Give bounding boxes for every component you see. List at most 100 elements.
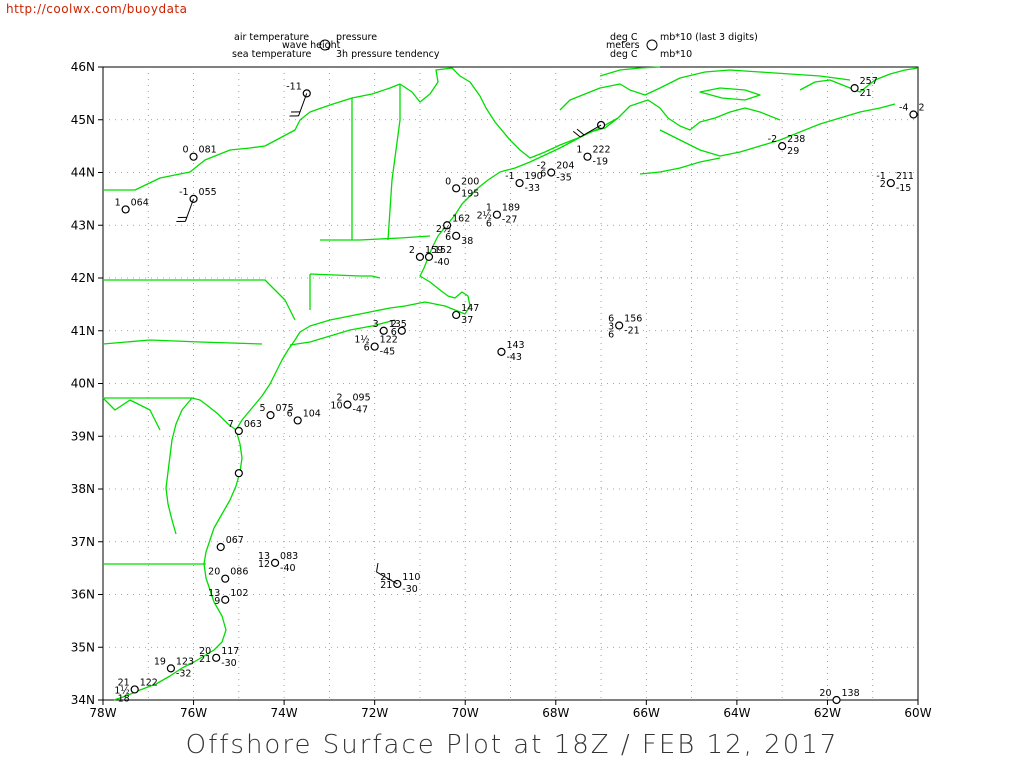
station-pressure: 211 <box>896 171 914 182</box>
y-tick-label: 40N <box>71 377 95 391</box>
station-air-temp: 20 <box>208 567 220 578</box>
key-air-temperature: air temperature <box>234 32 309 43</box>
wind-barb-flag <box>576 128 585 136</box>
station-pressure: 257 <box>860 76 878 87</box>
station-pressure: 222 <box>592 145 610 156</box>
y-tick-label: 35N <box>71 640 95 654</box>
y-axis: 34N 35N 36N 37N 38N 39N 40N 41N 42N 43N 44N 45N 46N <box>71 60 103 707</box>
y-tick-label: 39N <box>71 429 95 443</box>
key-pressure: pressure <box>336 32 377 43</box>
station-tendency: -30 <box>221 658 237 669</box>
border-ct-ri <box>309 273 381 279</box>
coast-delaware-bay <box>191 397 237 431</box>
y-tick-label: 38N <box>71 482 95 496</box>
border-nh-me <box>387 84 401 241</box>
x-tick-label: 66W <box>633 706 660 720</box>
station-marker: 1½6 122-45 <box>354 335 397 358</box>
source-url: http://coolwx.com/buoydata <box>6 2 188 16</box>
station-circle <box>778 142 787 151</box>
station-marker: 20 086 <box>208 567 248 583</box>
station-tendency: -21 <box>624 325 640 336</box>
station-air-temp: 19 <box>154 656 166 667</box>
station-circle <box>130 685 139 694</box>
station-air-temp: 2½ <box>436 224 451 235</box>
station-circle <box>452 184 461 193</box>
coast-new-england <box>404 235 471 315</box>
station-air-temp: 21 <box>118 677 130 688</box>
station-marker: 143-43 <box>497 340 525 363</box>
x-tick-label: 72W <box>361 706 388 720</box>
station-marker: -4 2 <box>899 102 925 119</box>
station-tendency: -32 <box>176 668 192 679</box>
station-circle <box>221 595 230 604</box>
station-pressure: 162 <box>452 213 470 224</box>
station-tendency: -19 <box>592 157 608 168</box>
key-unit-pressure: mb*10 (last 3 digits) <box>660 32 758 43</box>
station-marker: 1 222-19 <box>576 145 610 168</box>
station-marker: 5 075 <box>259 403 294 420</box>
key-pressure-tendency: 3h pressure tendency <box>336 49 440 60</box>
station-pressure: 117 <box>221 646 239 657</box>
station-air-temp: 20 <box>199 646 211 657</box>
border-wv <box>102 397 161 431</box>
station-pressure: 083 <box>280 551 298 562</box>
station-circle <box>370 342 379 351</box>
wind-barb-flag <box>572 130 581 138</box>
station-marker: 210 095-47 <box>330 393 370 416</box>
station-pressure: 095 <box>353 393 371 404</box>
station-wave-height: 6 <box>540 169 546 180</box>
station-circle <box>221 574 230 583</box>
station-tendency: -40 <box>280 563 296 574</box>
station-air-temp: 1½ <box>354 335 369 346</box>
coastlines <box>102 66 919 701</box>
station-tendency: -15 <box>896 183 912 194</box>
station-tendency: -27 <box>502 215 518 226</box>
station-marker: 636 156-21 <box>608 313 642 340</box>
key-sea-temperature: sea temperature <box>232 49 312 60</box>
y-tick-label: 41N <box>71 324 95 338</box>
station-pressure: 064 <box>131 197 149 208</box>
y-tick-label: 37N <box>71 535 95 549</box>
wind-barb-staff <box>376 571 398 585</box>
station-marker: 3 135 <box>373 319 407 335</box>
station-wave-height: 6 <box>391 327 397 338</box>
y-tick-label: 34N <box>71 693 95 707</box>
station-pressure: 190 <box>525 171 543 182</box>
y-tick-label: 43N <box>71 218 95 232</box>
station-wave-height: 9 <box>214 596 220 607</box>
station-wave-height: 21 <box>199 654 211 665</box>
x-tick-label: 70W <box>452 706 479 720</box>
station-pressure: 159 <box>425 245 443 256</box>
y-tick-label: 46N <box>71 60 95 74</box>
station-pressure: 102 <box>230 588 248 599</box>
y-tick-label: 36N <box>71 588 95 602</box>
station-air-temp: -2 <box>537 161 546 172</box>
station-pressure: 156 <box>624 313 642 324</box>
station-circle <box>909 110 918 119</box>
station-wave-height: 10 <box>330 401 342 412</box>
station-circle <box>492 210 502 219</box>
station-tendency: -47 <box>353 405 369 416</box>
station-pressure: 138 <box>842 688 860 699</box>
legend-key: air temperature wave height sea temperat… <box>232 32 758 60</box>
station-marker: 12½6 189-27 <box>477 203 520 230</box>
station-tendency: -33 <box>525 183 541 194</box>
station-circle <box>121 205 130 214</box>
station-air-temp: 0 <box>445 176 451 187</box>
station-marker: -26 204-35 <box>537 161 575 184</box>
station-circle <box>886 178 895 188</box>
station-sea-temp: 6 <box>608 329 614 340</box>
station-pressure: 200 <box>461 176 479 187</box>
station-marker: 19 123-32 <box>154 656 194 679</box>
station-marker <box>234 469 243 478</box>
station-tendency: -30 <box>402 584 418 595</box>
station-wave-height: 21 <box>380 580 392 591</box>
station-marker: 067 <box>216 535 244 552</box>
station-air-temp: 5 <box>259 403 265 414</box>
station-air-temp: 13 <box>258 551 270 562</box>
